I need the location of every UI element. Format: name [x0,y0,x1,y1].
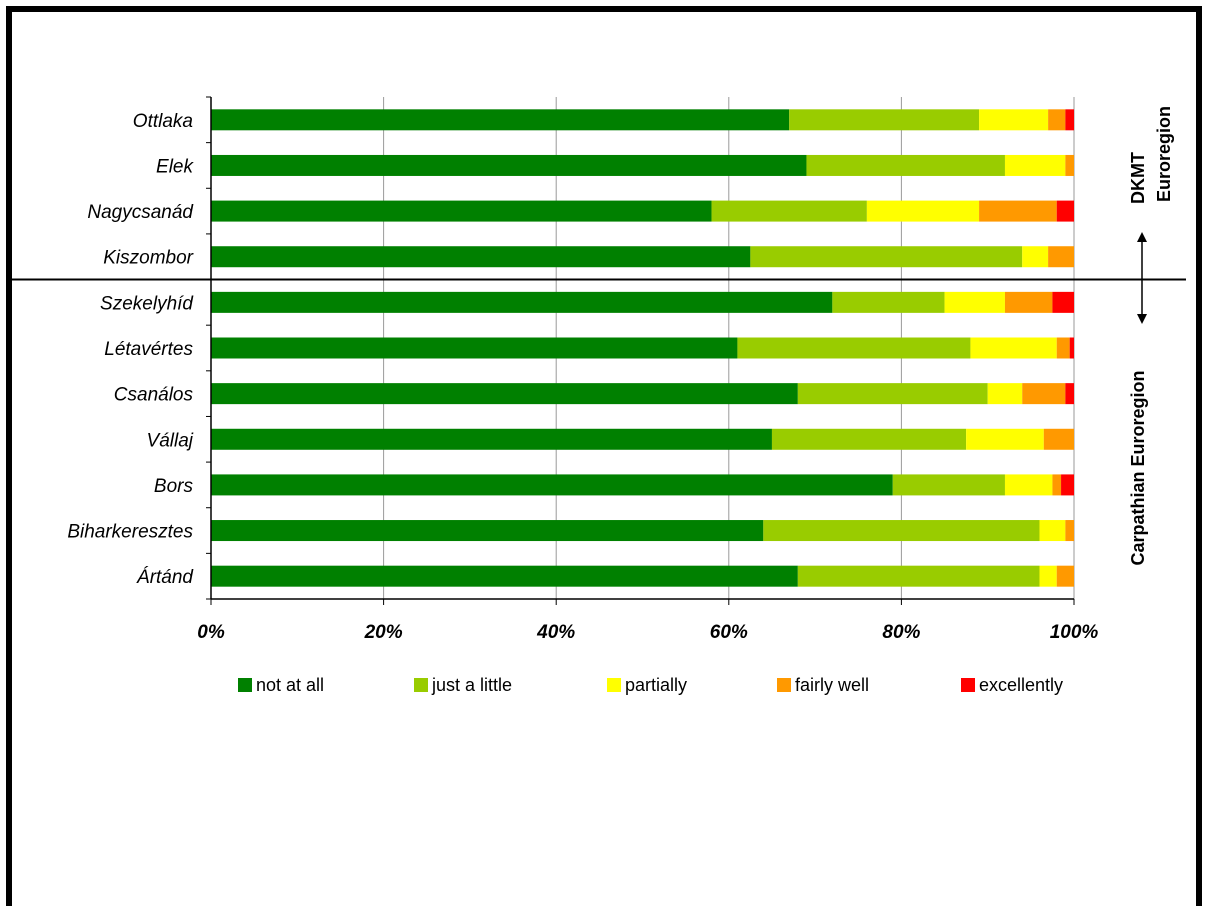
bar-segment [211,474,893,496]
legend-swatch [777,678,791,692]
bar-segment [987,383,1023,405]
legend-label: just a little [431,675,512,695]
chart: Ottlaka Elek Nagycsanád Kiszombor Szekelyhíd… [12,96,1186,695]
bar-segment [797,383,988,405]
bar-segment [211,428,772,450]
region-annotations: DKMT Euroregion Carpathian Euroregion [1128,106,1174,566]
bar-segment [979,109,1049,131]
bar-segment [750,246,1023,268]
region-label-dkmt: DKMT [1128,152,1148,204]
legend-swatch [607,678,621,692]
arrow-up-icon [1137,232,1147,242]
bar-segment [1022,383,1066,405]
bar-segment [970,337,1057,359]
bar-segment [737,337,971,359]
category-label: Nagycsanád [87,202,194,223]
category-label: Szekelyhíd [100,293,194,314]
bar-segment [1039,520,1066,542]
bar-segment [1004,474,1053,496]
category-label: Csanálos [114,385,194,406]
bar-segment [1065,520,1074,542]
bar-segment [1048,109,1066,131]
bar-segment [211,520,764,542]
bar-segment [1069,337,1074,359]
x-tick-label: 20% [364,622,403,643]
category-label: Elek [156,156,194,177]
bar-segment [211,337,738,359]
bar-segment [763,520,1040,542]
bar-segment [966,428,1044,450]
category-label: Ottlaka [133,111,193,132]
bar-segment [1065,154,1074,176]
category-label: Ártánd [136,567,194,588]
category-label: Biharkeresztes [67,522,193,543]
bar-segment [1048,246,1074,268]
legend-label: not at all [256,675,324,695]
bar-segment [1004,154,1066,176]
bar-segment [832,291,945,313]
bar-segment [211,154,807,176]
bar-segment [211,291,833,313]
legend-label: fairly well [795,675,869,695]
axes [12,96,1186,605]
bar-segment [1052,291,1074,313]
bar-segment [211,109,790,131]
bar-segment [211,246,751,268]
bar-segment [944,291,1005,313]
bar-segment [1022,246,1049,268]
x-tick-label: 40% [536,622,575,643]
bar-segment [1052,474,1062,496]
bar-segment [979,200,1057,222]
bar-segment [1056,200,1074,222]
bar-segment [1065,383,1074,405]
x-tick-label: 60% [710,622,748,643]
region-label-carpathian: Carpathian Euroregion [1128,370,1148,565]
bar-segment [1061,474,1074,496]
bars [211,109,1074,587]
category-label: Bors [154,476,194,497]
bar-segment [1056,565,1074,587]
bar-segment [789,109,980,131]
bar-segment [211,200,712,222]
bar-segment [711,200,867,222]
x-tick-label: 0% [197,622,225,643]
bar-segment [797,565,1040,587]
bar-segment [771,428,967,450]
category-label: Kiszombor [103,248,193,269]
category-label: Létavértes [104,339,193,360]
bar-segment [1039,565,1057,587]
bar-segment [1004,291,1053,313]
bar-segment [1043,428,1074,450]
bar-segment [892,474,1005,496]
legend: not at all just a little partially fairly w… [238,675,1063,695]
category-labels: Ottlaka Elek Nagycsanád Kiszombor Szekelyhíd… [67,111,194,588]
bar-segment [211,565,798,587]
x-tick-label: 80% [882,622,920,643]
region-label-euroregion: Euroregion [1154,106,1174,202]
legend-label: excellently [979,675,1063,695]
legend-swatch [238,678,252,692]
bar-segment [211,383,798,405]
legend-swatch [961,678,975,692]
chart-frame [6,6,1202,906]
bar-segment [806,154,1005,176]
x-tick-labels: 0% 20% 40% 60% 80% 100% [197,622,1098,643]
bar-segment [1065,109,1074,131]
legend-label: partially [625,675,687,695]
x-tick-label: 100% [1050,622,1099,643]
category-label: Vállaj [147,430,194,451]
bar-segment [866,200,980,222]
bar-segment [1056,337,1070,359]
arrow-down-icon [1137,314,1147,324]
legend-swatch [414,678,428,692]
